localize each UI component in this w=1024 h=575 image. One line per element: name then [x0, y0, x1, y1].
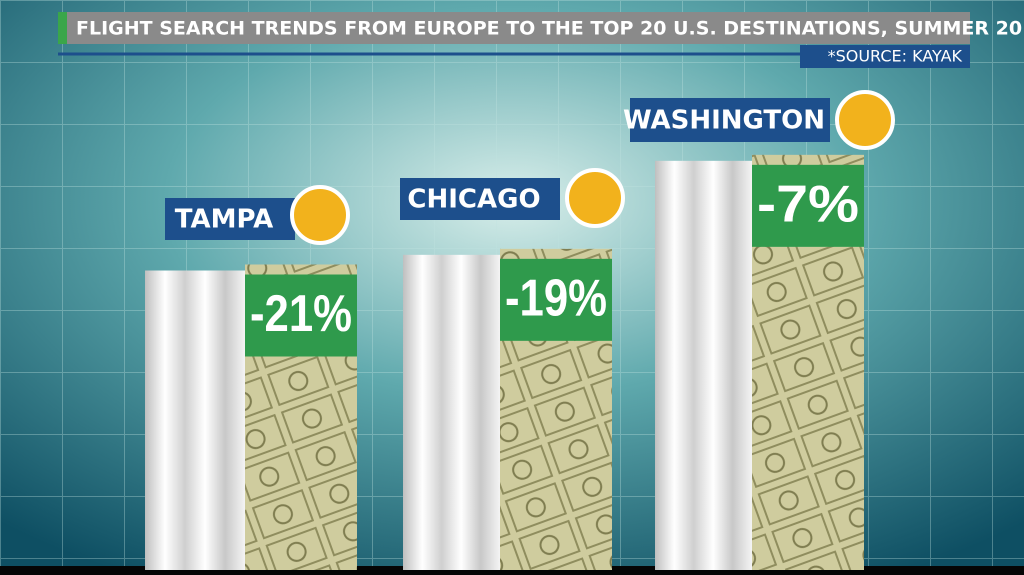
bar-label-box: [245, 274, 357, 357]
bar-side: [145, 270, 245, 570]
city-marker: [565, 168, 625, 228]
city-box: [400, 178, 560, 220]
bar-value-label: -19%: [505, 270, 607, 328]
source: *SOURCE: KAYAK: [828, 47, 963, 66]
bar-label-box: [752, 164, 864, 247]
bar-value-label: -21%: [250, 285, 352, 343]
city-marker: [835, 90, 895, 150]
bar-label-box: [500, 258, 612, 341]
city-label: WASHINGTON: [623, 106, 825, 136]
title-bar: [58, 12, 970, 44]
bar-value-label: -7%: [757, 176, 859, 234]
bar-side: [655, 160, 752, 571]
city-marker: [290, 185, 350, 245]
city-box: [165, 198, 295, 240]
bottom-strip: [0, 566, 1024, 575]
bar-side: [403, 254, 500, 571]
chart-title: FLIGHT SEARCH TRENDS FROM EUROPE TO THE …: [76, 18, 1024, 40]
source-box: [800, 45, 970, 68]
city-label: TAMPA: [175, 205, 274, 235]
title-accent: [58, 12, 67, 44]
city-box: [630, 98, 830, 142]
city-label: CHICAGO: [407, 185, 540, 215]
